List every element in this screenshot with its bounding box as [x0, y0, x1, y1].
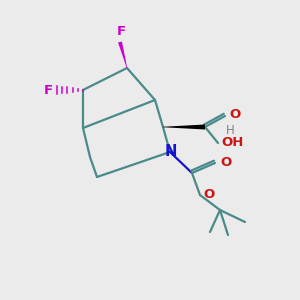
- Text: F: F: [116, 25, 126, 38]
- Text: N: N: [165, 145, 177, 160]
- Text: O: O: [220, 157, 231, 169]
- Text: O: O: [203, 188, 214, 202]
- Polygon shape: [118, 41, 127, 68]
- Text: H: H: [226, 124, 235, 137]
- Polygon shape: [163, 124, 205, 130]
- Text: OH: OH: [221, 136, 243, 149]
- Text: O: O: [229, 109, 240, 122]
- Text: F: F: [44, 83, 53, 97]
